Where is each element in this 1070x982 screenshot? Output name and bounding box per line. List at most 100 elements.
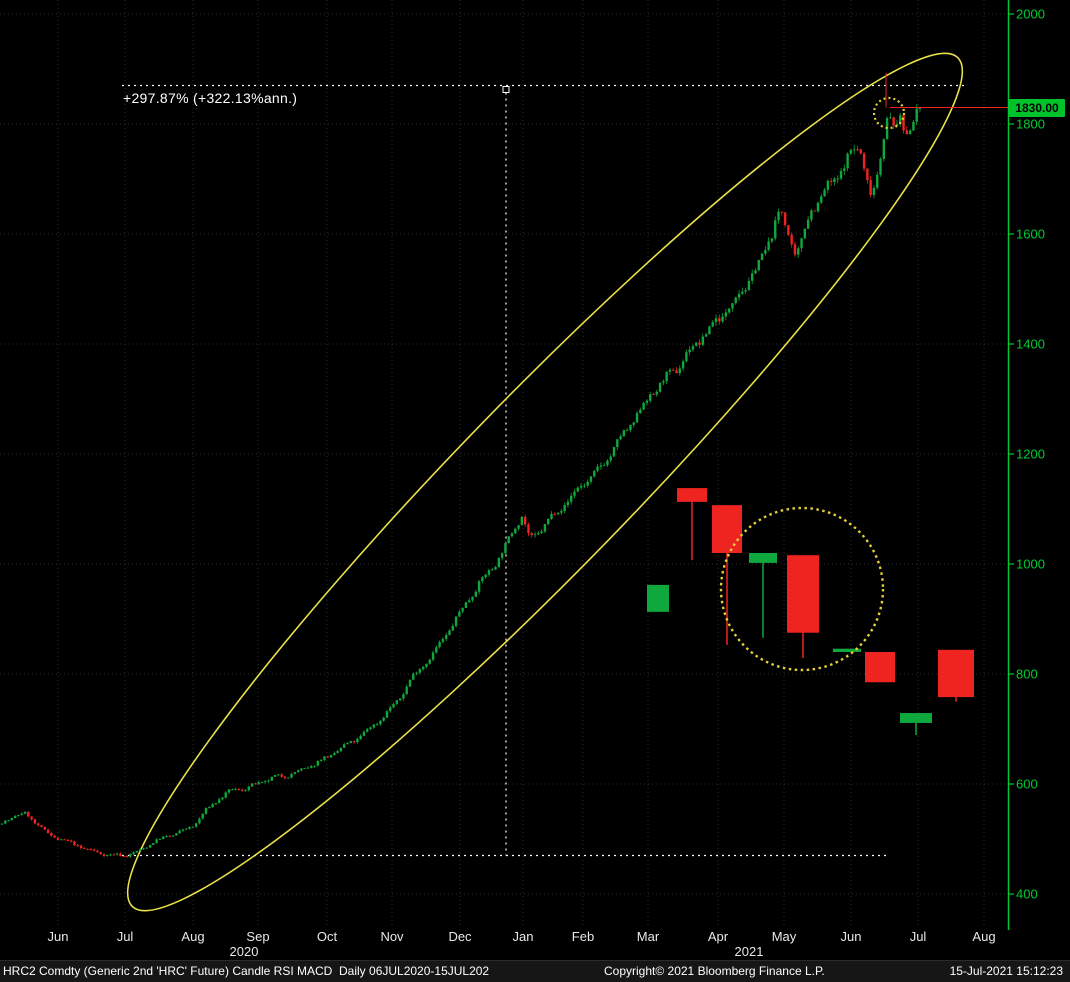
timestamp: 15-Jul-2021 15:12:23 [949,964,1063,978]
candle [53,835,56,838]
candle [514,528,517,534]
candle [23,811,27,814]
highlight-circle-current-price[interactable] [872,96,906,130]
candle [280,774,283,777]
candle [287,777,290,779]
candle [790,234,793,245]
trend-channel-ellipse[interactable] [71,0,1020,930]
candle [119,853,122,856]
candle [428,659,431,664]
candle [783,212,787,226]
candle [823,189,826,197]
candle [820,196,823,203]
candle [491,569,494,571]
percent-change-annotation[interactable]: +297.87% (+322.13%ann.) [123,90,298,106]
candle [510,533,514,537]
x-axis-month-label: May [771,929,797,944]
candle [609,456,612,461]
last-price-tag: 1830.00 [1009,99,1065,117]
candle [115,853,119,855]
candle [369,727,372,730]
candle [672,369,675,371]
candle [273,775,277,777]
candle [530,533,533,536]
candle [441,639,445,642]
candle [247,786,250,791]
y-axis-tick-label: 400 [1016,886,1038,902]
candle [678,368,682,374]
chart-plot-area[interactable] [0,0,1070,930]
candle [507,536,510,544]
candle [484,574,487,578]
candle [714,318,718,323]
candle [283,776,287,779]
candle [79,845,83,849]
candle [481,577,484,582]
candle [816,202,820,212]
candle [270,776,274,781]
candle [138,849,142,851]
candle [839,170,843,179]
highlight-circle-candles[interactable] [719,506,885,672]
candle [800,238,803,249]
candle [701,336,705,345]
candle [721,316,724,322]
candle [793,244,797,255]
candle [550,513,553,520]
candle [523,516,527,525]
candle [777,211,780,221]
candle [329,754,333,758]
candle [635,413,639,423]
chart-description: HRC2 Comdty (Generic 2nd 'HRC' Future) C… [3,964,490,978]
candle [645,400,649,403]
candle [375,724,379,726]
candle [497,557,501,567]
candle [188,826,191,829]
x-axis-month-label: Jul [116,929,134,944]
candle [500,553,504,558]
candle [178,830,181,834]
candle [405,686,408,695]
candle [412,673,415,680]
candle [389,707,392,712]
candle [129,854,132,857]
candle [760,253,764,260]
x-axis-year-label: 2020 [229,944,259,959]
y-axis-tick-label: 1600 [1016,226,1045,242]
candle [731,303,734,309]
candle [915,108,918,122]
candle [619,436,622,440]
x-axis-month-label: Feb [571,929,595,944]
x-axis-month-label: Apr [707,929,729,944]
candle [260,782,264,784]
candle [346,742,349,745]
candle [92,849,96,851]
candle [7,820,10,822]
candle [240,789,244,791]
measure-anchor-marker[interactable] [502,86,510,93]
candle [395,700,399,704]
candle [612,447,616,457]
candle [632,422,635,425]
x-axis-month-label: Oct [316,929,338,944]
candle [63,839,66,841]
x-axis-year-label: 2021 [734,944,764,959]
candle [902,115,905,131]
candle [296,770,300,773]
candle [487,570,491,575]
candle [306,767,310,769]
candle [655,391,658,395]
candle [642,402,645,410]
candle [142,848,145,850]
candle [106,854,109,857]
candle [744,290,747,292]
candle [691,346,695,350]
candle [458,611,461,617]
candle [204,808,208,814]
candle [290,773,293,778]
candle [168,836,172,838]
candle [408,679,412,687]
candle [471,596,474,601]
x-axis-month-label: Jul [909,929,927,944]
candle [803,228,807,239]
